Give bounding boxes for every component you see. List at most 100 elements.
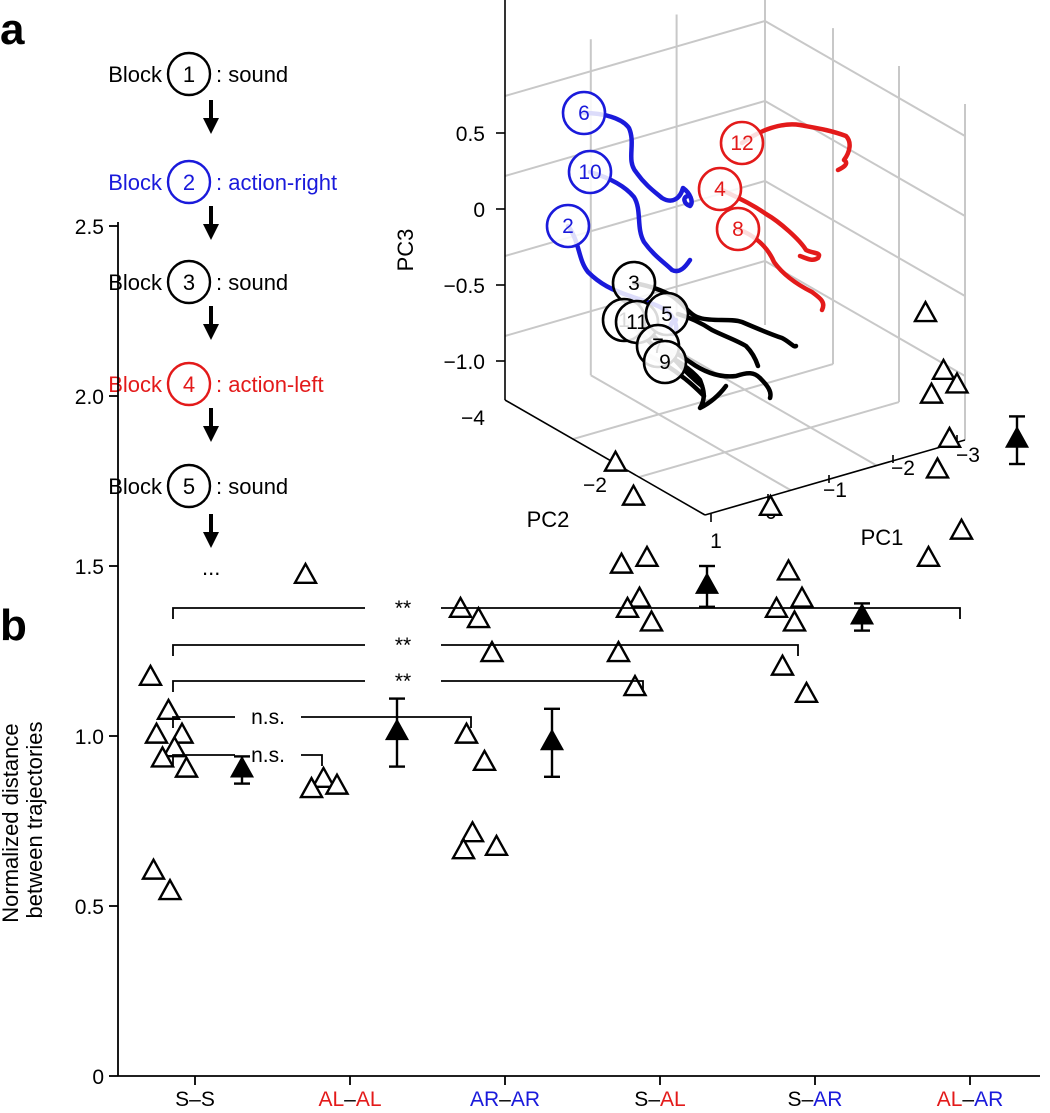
sound-trajectory — [675, 311, 761, 369]
significance-label: n.s. — [251, 744, 285, 767]
block-row-1: Block 1: sound — [108, 51, 288, 97]
grid-line — [638, 401, 900, 479]
block-word: Block — [108, 170, 163, 195]
block-word: Block — [108, 62, 163, 87]
b-data-point — [310, 765, 337, 789]
b-data-point — [453, 721, 480, 744]
significance-bracket: ** — [172, 597, 961, 620]
significance-label: ** — [395, 597, 411, 620]
b-data-point — [157, 877, 183, 901]
grid-line — [764, 180, 966, 297]
flow-down-arrow — [203, 408, 219, 442]
b-ylabel-line-2: between trajectories — [22, 722, 47, 919]
b-category-label: AL–AR — [937, 1088, 1004, 1111]
b-data-point — [471, 748, 498, 772]
b-mean-marker — [849, 602, 875, 632]
b-data-point — [149, 745, 176, 768]
block-marker-label: 5 — [661, 303, 673, 326]
significance-bracket: n.s. — [172, 706, 472, 729]
b-mean-marker — [539, 707, 565, 778]
significance-label: n.s. — [251, 706, 285, 729]
block-circle — [166, 463, 212, 509]
block-sequence-flowchart: Block 1: sound Block 2: action-right Block 3:… — [108, 51, 337, 580]
b-ylabel-line-1: Normalized distance — [0, 723, 23, 922]
action-left-trajectory — [739, 122, 852, 173]
b-mean-triangle — [384, 718, 410, 741]
block-number: 1 — [183, 62, 195, 87]
b-y-tick-label: 0 — [92, 1066, 104, 1089]
b-mean-marker — [694, 564, 720, 608]
b-data-point — [140, 857, 167, 880]
flow-down-arrow — [203, 206, 219, 240]
block-marker-circle — [561, 90, 607, 136]
block-marker-label: 11 — [626, 311, 648, 334]
b-data-point — [930, 357, 957, 381]
block-marker-6: 6 — [561, 90, 607, 136]
b-category-label-part: AL — [937, 1088, 963, 1111]
flow-down-arrow — [203, 514, 219, 548]
b-data-point — [143, 721, 170, 744]
b-data-point — [620, 483, 647, 506]
grid-line — [764, 100, 966, 217]
b-significance-brackets: n.s. n.s. ** ** ** — [172, 597, 961, 767]
b-data-point — [602, 449, 629, 472]
flow-blocks: Block 1: sound Block 2: action-right Block 3:… — [108, 51, 337, 509]
pc1-axis-line — [704, 439, 966, 516]
grid-line — [504, 100, 766, 177]
b-data-point — [459, 819, 486, 843]
flow-arrows — [203, 100, 219, 548]
pc2-tick-label: −4 — [461, 407, 485, 430]
significance-bracket: n.s. — [172, 744, 323, 767]
block-marker-label: 2 — [562, 215, 574, 238]
block-marker-circle — [567, 149, 613, 195]
pc2-tick-label: −2 — [583, 474, 607, 497]
flow-down-arrow — [203, 100, 219, 134]
b-mean-marker — [229, 755, 255, 785]
action-right-trajectory — [581, 110, 694, 209]
b-category-label-part: S — [175, 1088, 189, 1111]
b-mean-triangle — [229, 755, 255, 778]
block-number: 5 — [183, 474, 195, 499]
b-data-point — [169, 721, 195, 744]
b-data-point — [465, 605, 492, 629]
block-marker-10: 10 — [567, 149, 613, 195]
b-category-label-part: AR — [974, 1088, 1003, 1111]
block-row-3: Block 3: sound — [108, 259, 288, 305]
b-mean-triangle — [849, 602, 875, 625]
b-mean-triangle — [694, 572, 720, 594]
b-mean-triangle — [1004, 426, 1030, 448]
b-y-tick-label: 2.0 — [75, 386, 104, 409]
b-category-label-part: AR — [813, 1088, 842, 1111]
block-word: Block — [108, 372, 163, 397]
b-data-point — [173, 755, 200, 778]
b-category-label-part: S — [634, 1088, 648, 1111]
block-marker-3: 3 — [611, 260, 657, 306]
grid-line — [764, 260, 966, 377]
b-category-label: S–S — [175, 1088, 215, 1111]
b-data-point — [605, 639, 632, 663]
significance-label: ** — [395, 670, 411, 693]
b-y-tick-label: 1.0 — [75, 726, 104, 749]
flow-ellipsis: ... — [202, 555, 220, 580]
pc3-axis-label: PC3 — [393, 229, 418, 272]
pc1-axis-label: PC1 — [861, 525, 904, 550]
b-data-point — [626, 585, 653, 608]
block-marker-label: 8 — [732, 218, 744, 241]
significance-bracket: ** — [172, 670, 644, 693]
b-data-point — [622, 673, 648, 697]
block-marker-circle — [719, 120, 765, 166]
b-category-label-part: AR — [470, 1088, 499, 1111]
b-category-label-part: AL — [660, 1088, 686, 1111]
block-type-label: : action-left — [216, 372, 324, 397]
b-mean-markers — [229, 415, 1030, 785]
block-row-4: Block 4: action-left — [108, 361, 324, 407]
b-category-label-part: – — [802, 1088, 814, 1111]
b-data-point — [769, 653, 796, 676]
pca-axes — [504, 0, 966, 516]
pc2-axis-line — [504, 399, 706, 516]
block-marker-circle — [642, 339, 688, 385]
block-circle — [166, 361, 212, 407]
b-data-point — [944, 371, 970, 394]
b-category-label-part: – — [499, 1088, 511, 1111]
